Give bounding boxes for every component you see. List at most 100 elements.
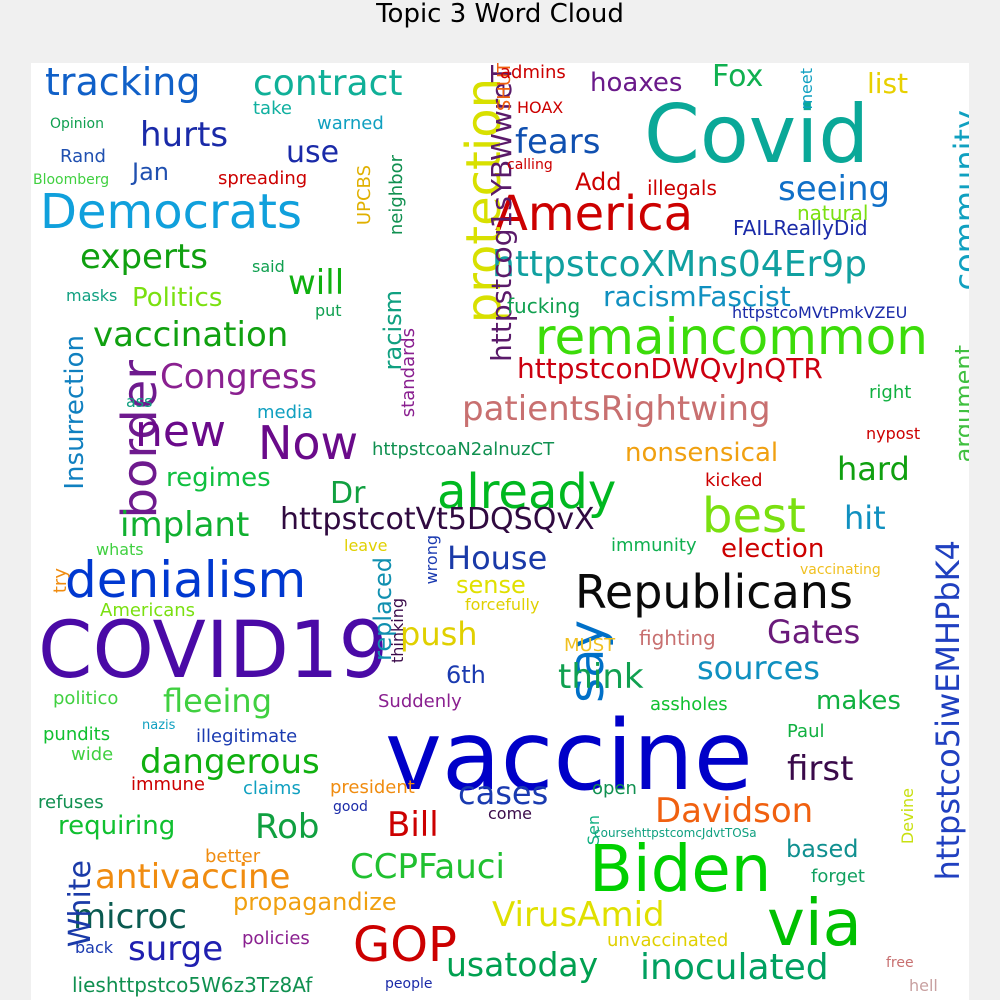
word-will: will <box>288 263 345 303</box>
word-patientsrightwing: patientsRightwing <box>462 389 771 429</box>
word-new: new <box>135 406 226 457</box>
word-white: White <box>63 860 98 948</box>
word-experts: experts <box>80 237 208 277</box>
word-forget: forget <box>811 866 865 887</box>
word-antivaccine: antivaccine <box>95 857 291 897</box>
word-seeing: seeing <box>778 169 891 209</box>
word-nypost: nypost <box>866 424 921 443</box>
word-republicans: Republicans <box>575 565 853 619</box>
word-natural: natural <box>797 201 869 225</box>
word-democrats: Democrats <box>40 184 302 240</box>
word-policies: policies <box>242 928 310 949</box>
word-argument: argument <box>950 345 969 463</box>
word-calling: calling <box>507 157 553 173</box>
word-try: try <box>50 568 71 594</box>
word-dr: Dr <box>330 476 366 511</box>
word-immune: immune <box>131 774 205 795</box>
word-racismfascist: racismFascist <box>603 280 791 313</box>
word-thinking: thinking <box>388 598 407 664</box>
word-gates: Gates <box>767 613 861 651</box>
word-congress: Congress <box>160 357 318 397</box>
word-media: media <box>257 402 314 423</box>
word-warned: warned <box>317 113 384 134</box>
word-better: better <box>205 846 261 867</box>
word-think: think <box>558 657 644 697</box>
word-regimes: regimes <box>166 463 271 493</box>
word-bill: Bill <box>387 805 439 845</box>
word-hit: hit <box>844 499 886 537</box>
word-insurrection: Insurrection <box>60 335 90 490</box>
word-contract: contract <box>253 63 403 104</box>
word-americans: Americans <box>100 600 196 621</box>
word-devine: Devine <box>898 788 917 845</box>
word-hurts: hurts <box>140 115 229 155</box>
word-implant: implant <box>120 505 250 545</box>
word-back: back <box>75 938 114 957</box>
word-spreading: spreading <box>218 168 308 189</box>
word-unvaccinated: unvaccinated <box>607 930 729 951</box>
word-list: list <box>867 67 909 100</box>
word-usatoday: usatoday <box>446 945 599 984</box>
word-denialism: denialism <box>65 551 307 609</box>
word-coursehttpstcomcjdvttosa: coursehttpstcomcJdvtTOSa <box>594 826 757 840</box>
word-vaccine: vaccine <box>385 700 753 812</box>
word-must: MUST <box>564 635 616 656</box>
word-illegals: illegals <box>647 176 717 200</box>
word-ass: ass <box>126 392 153 411</box>
word-assholes: assholes <box>650 694 728 715</box>
word-illegitimate: illegitimate <box>196 726 298 747</box>
word-forcefully: forcefully <box>465 595 540 614</box>
word-surge: surge <box>128 929 224 969</box>
word-paul: Paul <box>787 721 825 742</box>
word-cloud: vaccine COVID19 Covid Biden Republicans Democ… <box>31 63 969 1000</box>
word-requiring: requiring <box>58 811 176 841</box>
word-meet: meet <box>797 68 816 110</box>
word-upcbs: UPCBS <box>354 165 375 226</box>
word-refuses: refuses <box>38 792 104 813</box>
word-failreallydid: FAILReallyDid <box>733 216 868 240</box>
word-gop: GOP <box>353 917 457 973</box>
word-neighbor: neighbor <box>386 155 407 236</box>
word-covid: Covid <box>644 88 870 181</box>
word-sources: sources <box>697 649 820 687</box>
word-leave: leave <box>344 536 388 555</box>
word-microc: microc <box>73 897 187 937</box>
word-best: best <box>702 488 806 544</box>
word-take: take <box>253 98 292 119</box>
word-fox: Fox <box>712 63 764 94</box>
word-remaincommon: remaincommon <box>535 308 928 366</box>
word-httpstcomvtpmkvzeu: httpstcoMVtPmkVZEU <box>732 303 908 322</box>
word-wrong: wrong <box>422 535 441 585</box>
word-virusamid: VirusAmid <box>492 895 665 935</box>
word-hoaxes: hoaxes <box>590 68 683 98</box>
word-covid19: COVID19 <box>38 606 389 696</box>
word-inoculated: inoculated <box>640 947 829 988</box>
word-bloomberg: Bloomberg <box>33 172 110 188</box>
word-president: president <box>330 777 415 798</box>
word-propagandize: propagandize <box>233 888 397 916</box>
word-via: via <box>767 887 862 961</box>
word-put: put <box>315 301 342 320</box>
word-add: Add <box>575 168 622 196</box>
word-nonsensical: nonsensical <box>625 438 779 468</box>
word-httpstcoxmns04er9p: httpstcoXMns04Er9p <box>492 244 867 285</box>
word-vaccinating: vaccinating <box>800 562 881 578</box>
word-use: use <box>286 135 340 170</box>
word-httpstco5iwemhpbk4: httpstco5iwEMHPbK4 <box>929 540 967 881</box>
word-lieshttpstco5w6z3tz8af: lieshttpstco5W6z3Tz8Af <box>72 973 313 997</box>
word-sense: sense <box>456 571 526 599</box>
word-people: people <box>385 976 433 992</box>
word-suddenly: Suddenly <box>378 691 462 712</box>
word-6th: 6th <box>446 661 486 689</box>
word-election: election <box>721 534 825 564</box>
word-fears: fears <box>515 122 601 162</box>
word-already: already <box>437 464 617 520</box>
word-fighting: fighting <box>639 626 716 650</box>
word-httpstcotvt5dqsqvx: httpstcotVt5DQSQvX <box>280 502 595 537</box>
word-vaccination: vaccination <box>93 315 289 355</box>
word-dangerous: dangerous <box>140 742 320 782</box>
word-biden: Biden <box>589 833 772 907</box>
word-based: based <box>786 835 859 863</box>
word-fleeing: fleeing <box>163 682 273 720</box>
word-hell: hell <box>909 976 938 995</box>
